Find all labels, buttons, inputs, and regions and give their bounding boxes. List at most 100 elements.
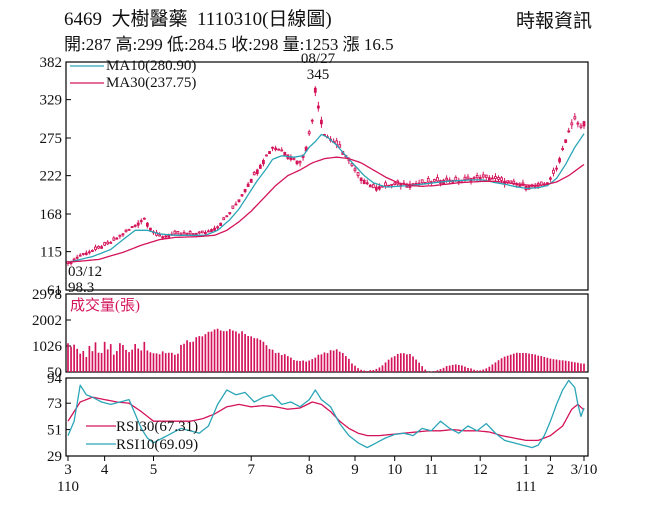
volume-bar [106,349,109,372]
volume-bar [222,331,225,372]
volume-bar [79,353,82,372]
volume-bar [323,352,326,372]
candle-body [78,254,82,257]
volume-bar [67,343,69,372]
volume-bar [232,330,234,372]
x-axis-tick-label: 7 [247,462,255,478]
volume-bar [155,353,158,372]
volume-bar [390,357,393,372]
rsi10-line [67,379,585,449]
volume-bar [363,370,366,372]
volume-bar [164,353,167,372]
volume-bar [329,350,332,372]
candle-body [283,151,287,156]
volume-bar [509,354,512,372]
candle-body [555,167,558,170]
volume-bar [116,351,118,372]
volume-bar [119,343,121,372]
volume-bar [497,360,500,372]
volume-bar [393,356,396,372]
volume-bar [170,352,173,372]
volume-bar [174,354,176,372]
rsi-axis-tick-label: 51 [47,423,62,439]
volume-bar [580,363,582,372]
price-panel-frame [65,61,589,291]
candle [274,145,278,152]
candle-body [255,169,259,174]
candle [130,226,134,229]
candle [182,230,186,235]
volume-bar [131,349,133,372]
candle [539,181,543,187]
quote-line: 開:287 高:299 低:284.5 收:298 量:1253 漲 16.5 [64,35,394,54]
candle-body [310,119,314,122]
candle-body [518,184,522,187]
volume-bar [332,350,335,372]
volume-bar [549,358,552,372]
volume-bar [491,364,494,372]
x-axis-tick-label: 12 [473,462,488,478]
volume-bar [94,342,97,372]
candle-body [240,194,244,197]
candle [320,116,323,128]
volume-bar [228,329,231,372]
volume-bar [268,348,271,372]
candle-body [130,226,134,229]
candle [72,257,76,261]
price-axis-tick-label: 275 [40,131,63,147]
volume-bar [482,369,485,372]
volume-bar [305,361,307,372]
candle [106,240,110,246]
candle [295,160,299,166]
candle [313,86,317,97]
volume-bar [308,360,311,372]
volume-bar [177,353,179,372]
candle-body [390,183,394,186]
volume-bar [570,361,573,372]
volume-bar [476,370,478,372]
candle-body [81,252,85,255]
candle-body [277,148,281,151]
candle [109,240,113,244]
ma10-line [67,133,585,263]
candle-body [268,151,271,154]
volume-bar [546,357,549,372]
candle-body [252,171,256,176]
volume-bar [433,371,436,372]
candle [255,168,259,176]
candle-body [362,179,366,184]
candle [484,174,488,181]
volume-bar [109,344,112,372]
candle-body [292,157,296,160]
candle-body [127,228,131,231]
candle-body [109,241,113,244]
price-axis-tick-label: 115 [40,245,62,261]
candle-body [353,168,357,172]
candle [432,178,436,182]
candle [371,182,375,189]
volume-bar [467,367,469,372]
candle-body [274,147,278,151]
candle-body [265,154,268,157]
volume-bar [286,356,289,372]
candle [222,216,226,221]
candle-body [533,185,537,188]
candle-body [512,180,516,185]
candle [310,118,314,125]
candle-body [246,183,250,187]
candle [176,230,180,235]
volume-bar [409,354,411,372]
candle [564,139,568,144]
candle-body [176,231,180,235]
candle-body [466,176,470,180]
candle [494,173,497,182]
candle [463,174,467,183]
candle [249,178,253,183]
candle-body [149,227,152,231]
volume-bar [143,341,146,372]
candle-body [145,222,149,227]
candle-body [371,184,375,189]
candle [457,177,461,186]
candle [436,174,439,183]
